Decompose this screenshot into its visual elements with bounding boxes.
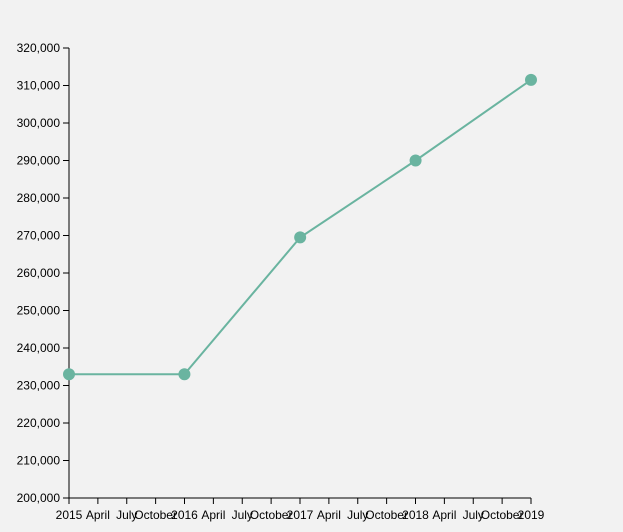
x-tick-label: 2018 bbox=[402, 508, 429, 522]
data-point[interactable] bbox=[525, 73, 537, 86]
y-tick-label: 250,000 bbox=[17, 304, 61, 318]
x-tick-label: July bbox=[116, 508, 137, 522]
y-tick-label: 220,000 bbox=[17, 416, 61, 430]
x-tick-label: 2016 bbox=[171, 508, 198, 522]
y-tick-label: 280,000 bbox=[17, 191, 61, 205]
y-tick-label: 310,000 bbox=[17, 79, 61, 93]
x-tick-label: April bbox=[317, 508, 341, 522]
x-tick-label: 2015 bbox=[56, 508, 83, 522]
x-tick-label: July bbox=[347, 508, 368, 522]
x-tick-label: July bbox=[232, 508, 253, 522]
x-tick-label: July bbox=[463, 508, 484, 522]
x-tick-label: October bbox=[481, 508, 524, 522]
x-tick-label: October bbox=[134, 508, 177, 522]
series-layer bbox=[63, 73, 537, 381]
y-tick-label: 270,000 bbox=[17, 229, 61, 243]
y-tick-label: 200,000 bbox=[17, 491, 61, 505]
data-point[interactable] bbox=[178, 368, 191, 381]
data-point[interactable] bbox=[63, 368, 75, 381]
series-line bbox=[69, 79, 532, 376]
x-tick-label: October bbox=[365, 508, 408, 522]
y-tick-label: 230,000 bbox=[17, 379, 61, 393]
y-axis: 200,000 210,000 220,000 230,000 240,000 250,0… bbox=[17, 41, 70, 505]
y-tick-label: 320,000 bbox=[17, 41, 61, 55]
y-tick-label: 210,000 bbox=[17, 454, 61, 468]
x-tick-label: 2017 bbox=[287, 508, 314, 522]
y-tick-label: 300,000 bbox=[17, 116, 61, 130]
data-point[interactable] bbox=[294, 231, 307, 244]
x-tick-label: April bbox=[86, 508, 110, 522]
x-tick-label: April bbox=[201, 508, 225, 522]
y-tick-label: 290,000 bbox=[17, 154, 61, 168]
data-point[interactable] bbox=[409, 154, 422, 167]
x-tick-label: April bbox=[432, 508, 456, 522]
y-tick-label: 240,000 bbox=[17, 341, 61, 355]
x-tick-label: 2019 bbox=[518, 508, 545, 522]
y-tick-label: 260,000 bbox=[17, 266, 61, 280]
x-tick-label: October bbox=[250, 508, 293, 522]
